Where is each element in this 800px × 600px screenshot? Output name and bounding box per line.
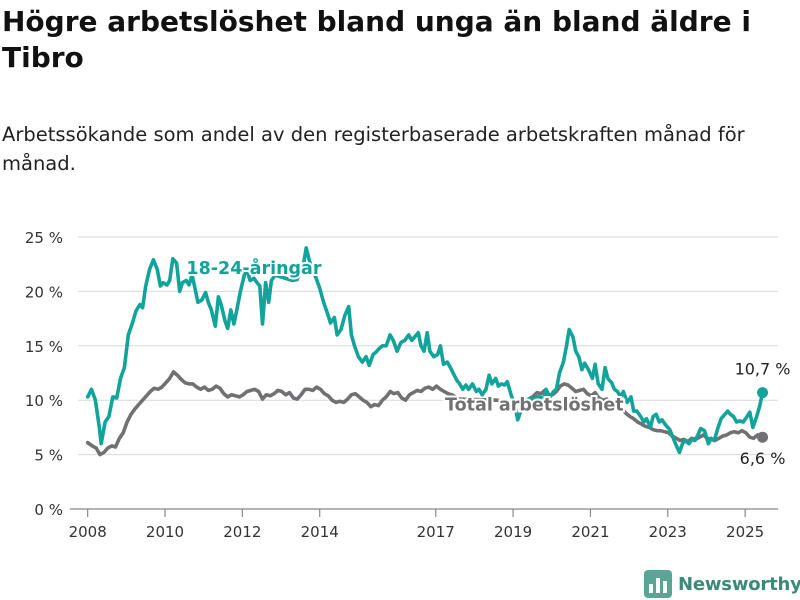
x-tick-label: 2019 [494, 523, 532, 541]
y-tick-label: 5 % [34, 447, 63, 465]
end-label-total: 6,6 % [740, 449, 786, 468]
x-tick-label: 2017 [417, 523, 455, 541]
y-tick-label: 0 % [34, 501, 63, 519]
chart-series [85, 246, 769, 457]
x-tick-label: 2010 [146, 523, 184, 541]
x-tick-label: 2023 [649, 523, 687, 541]
end-point-total [757, 431, 769, 443]
series-line-youth [85, 246, 765, 455]
brand-logo: Newsworthy [644, 570, 800, 598]
series-line-total [85, 370, 765, 457]
end-point-youth [757, 387, 769, 399]
y-tick-label: 20 % [25, 283, 63, 301]
x-tick-label: 2021 [571, 523, 609, 541]
series-label-youth: 18-24-åringar [186, 257, 321, 279]
y-tick-label: 15 % [25, 338, 63, 356]
chart-labels: 10,7 % 6,6 % 18-24-åringar Total arbetslösh… [184, 255, 791, 468]
x-axis: 2008 2010 2012 2014 2017 2019 2021 2023 2025 [69, 508, 778, 541]
y-axis: 0 % 5 % 10 % 15 % 20 % 25 % [25, 229, 63, 519]
page-subtitle: Arbetssökande som andel av den registerb… [2, 123, 745, 175]
end-label-youth: 10,7 % [735, 360, 791, 379]
y-tick-label: 10 % [25, 392, 63, 410]
series-label-total: Total arbetslöshet [445, 396, 624, 416]
x-tick-label: 2025 [726, 523, 764, 541]
x-tick-label: 2014 [301, 523, 339, 541]
x-tick-label: 2008 [69, 523, 107, 541]
page-title: Högre arbetslöshet bland unga än bland ä… [2, 5, 751, 74]
brand-name: Newsworthy [678, 573, 800, 595]
line-chart: 0 %5 %10 %15 %20 %25 % 2008 2010 2012 2014 2… [25, 229, 791, 541]
y-tick-label: 25 % [25, 229, 63, 247]
x-tick-label: 2012 [223, 523, 261, 541]
bar-chart-logo-icon [644, 570, 672, 598]
